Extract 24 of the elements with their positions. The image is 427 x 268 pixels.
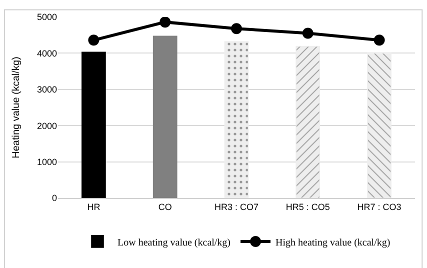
point [88,34,100,46]
x-tick-label: HR5 : CO5 [286,202,330,212]
y-tick-label: 0 [52,193,57,204]
point [374,34,385,46]
y-tick-label: 4000 [36,48,57,58]
y-tick-label: 3000 [36,84,57,95]
point [160,17,171,28]
point [231,23,242,34]
bar [296,46,320,198]
y-tick-label: 1000 [36,156,57,167]
bar [224,41,249,198]
bar [82,52,106,198]
bar [152,36,178,198]
legend-label: Low heating value (kcal/kg) [118,237,231,248]
y-tick-label: 5000 [36,12,57,22]
bar [367,52,392,198]
x-tick-label: HR [87,202,101,212]
x-tick-label: HR7 : CO3 [357,202,402,212]
x-tick-label: CO [158,202,172,212]
y-axis-title: Heating value (kcal/kg) [10,56,22,158]
point [302,28,314,39]
y-tick-label: 2000 [36,120,57,131]
legend-label: High heating value (kcal/kg) [276,237,390,248]
x-tick-label: HR3 : CO7 [214,202,259,212]
